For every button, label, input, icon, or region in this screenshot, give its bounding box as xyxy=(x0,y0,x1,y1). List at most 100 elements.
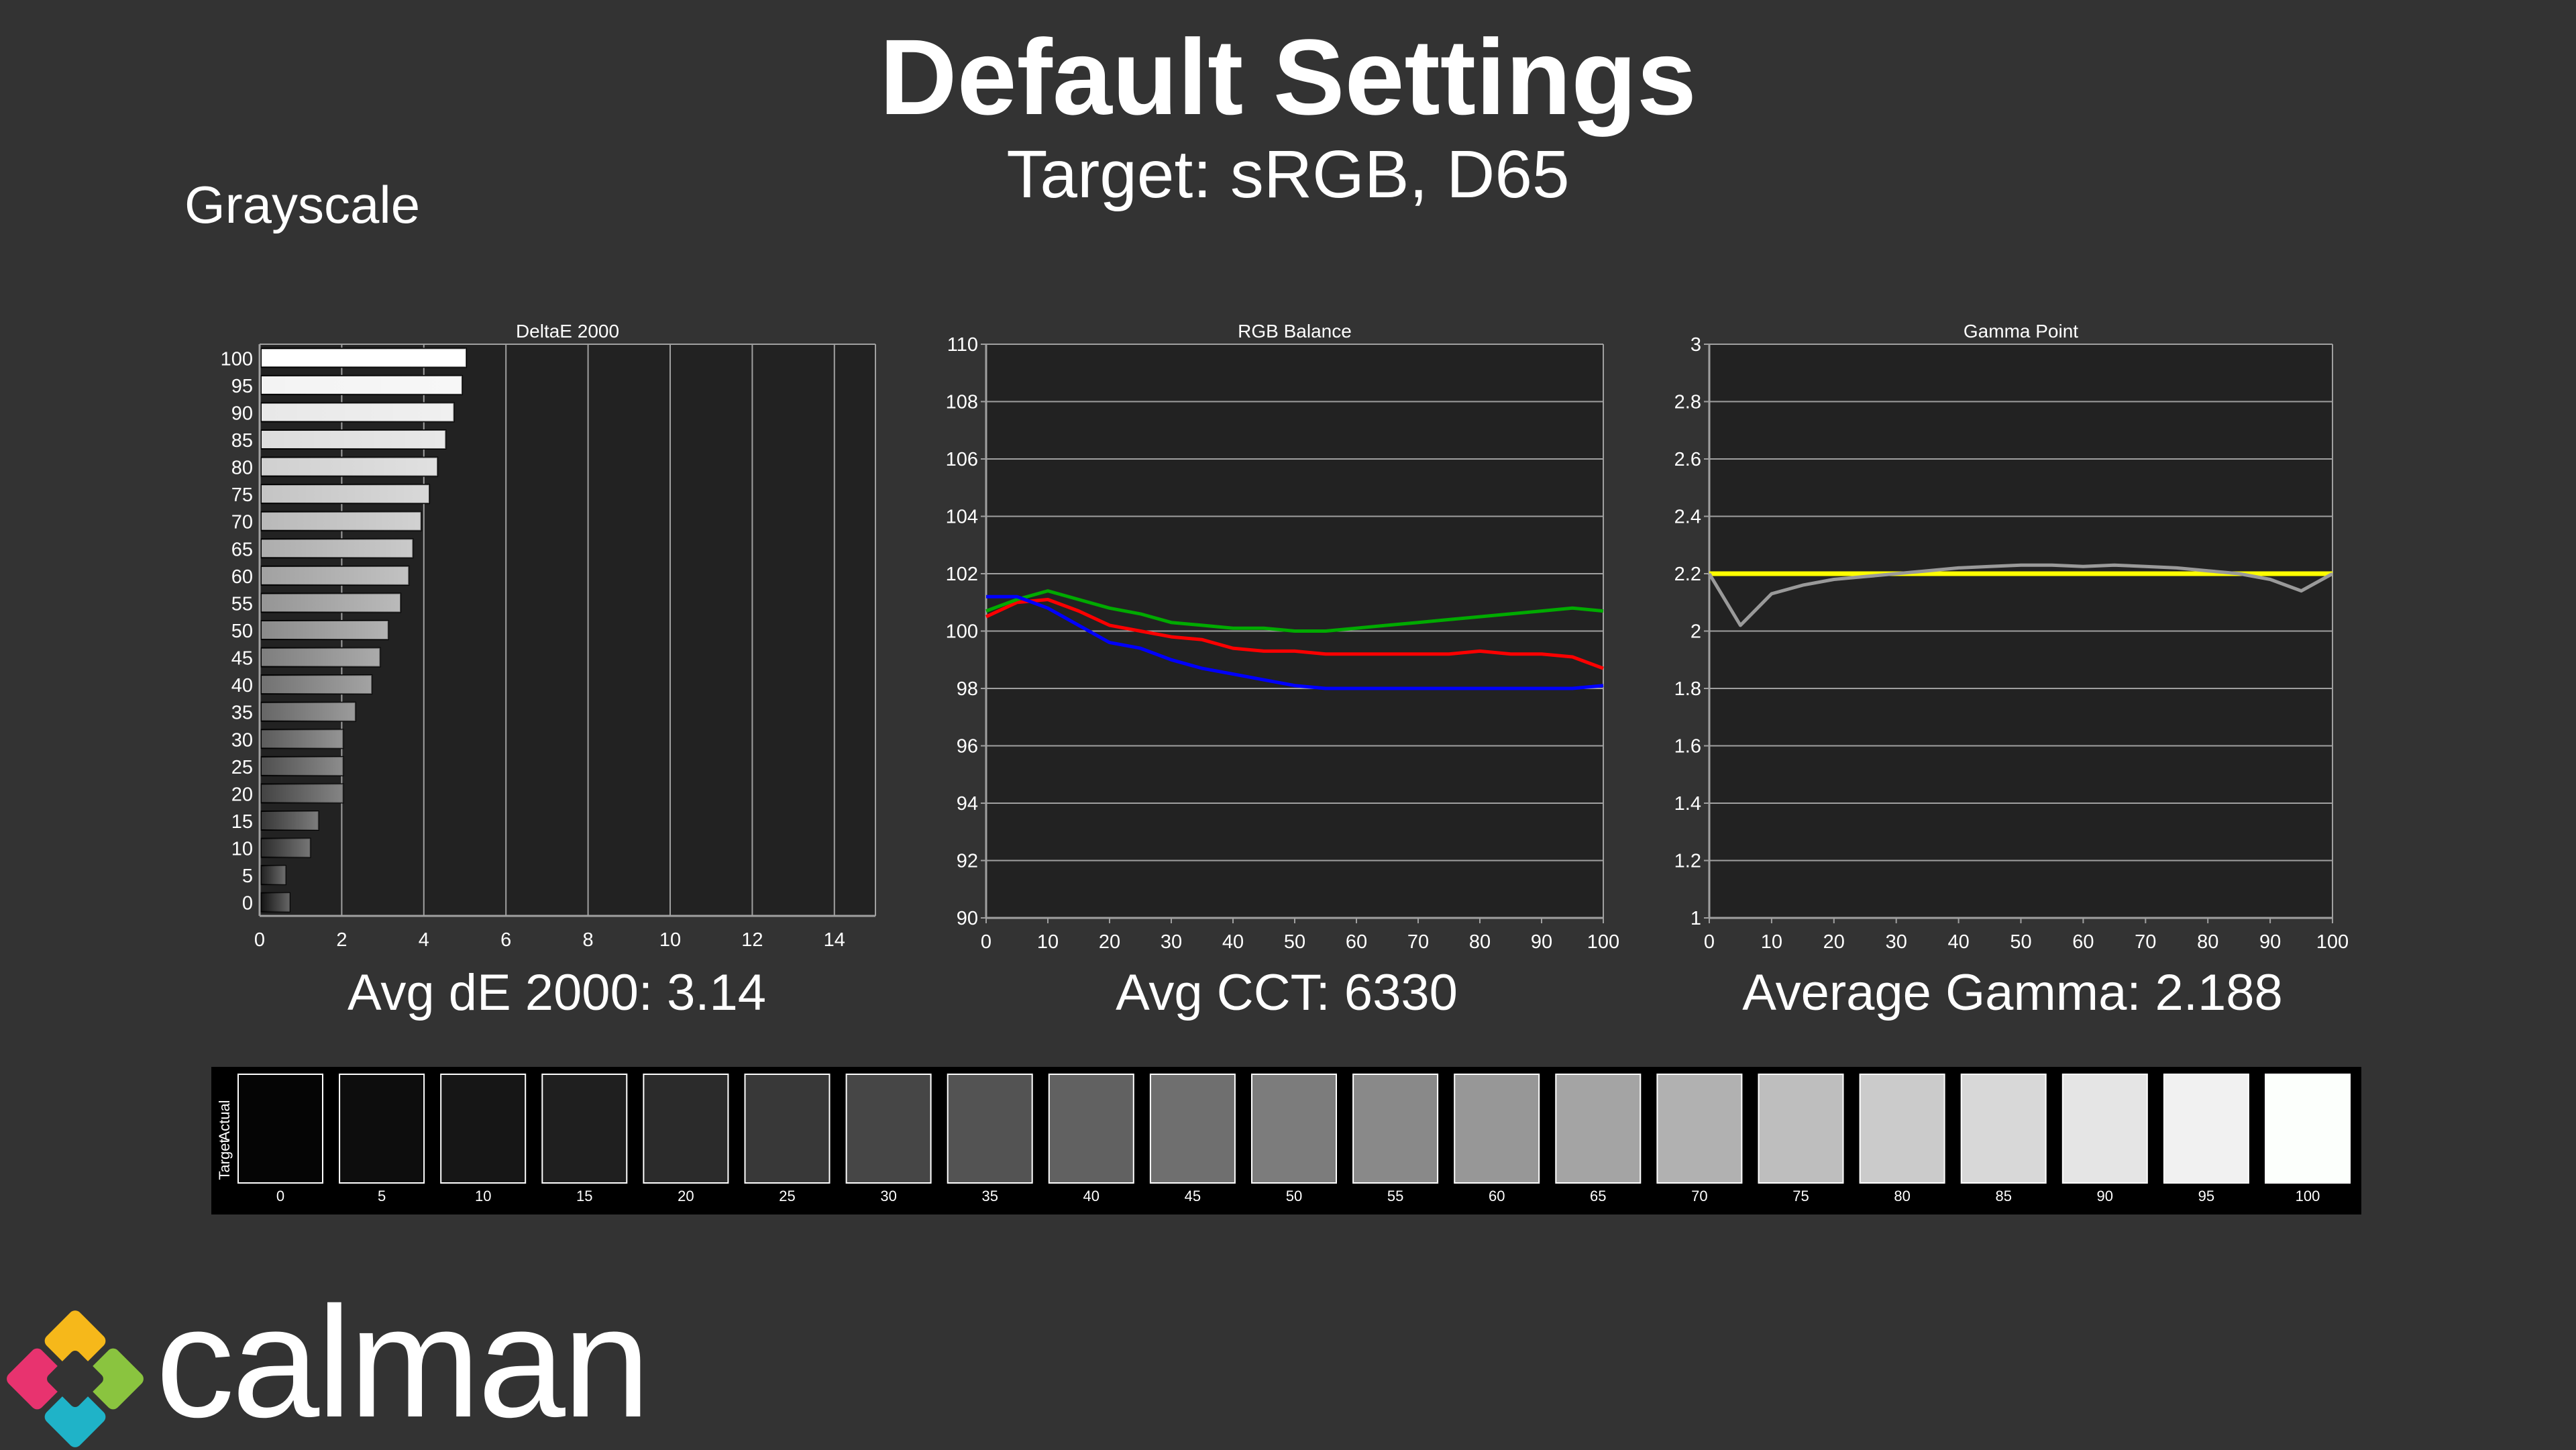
gamma-x-tick-label: 10 xyxy=(1761,931,1782,953)
deltae-bar-sheen xyxy=(261,892,290,912)
swatch-label: 10 xyxy=(475,1188,491,1204)
grayscale-swatch xyxy=(339,1074,425,1184)
deltae-bar-sheen xyxy=(261,648,380,667)
gamma-series-line xyxy=(1707,563,2334,627)
grayscale-swatch xyxy=(1454,1074,1540,1184)
deltae-bar-sheen xyxy=(261,457,438,476)
deltae-y-tick-label: 35 xyxy=(231,703,253,724)
deltae-y-tick-label: 5 xyxy=(242,866,253,887)
section-label: Grayscale xyxy=(184,175,421,234)
deltae-chart: DeltaE 2000 0 2 4 6 8 10 12 14 0 5 10 15 20 25 30 35 40 45… xyxy=(221,321,876,951)
page-title: Default Settings xyxy=(879,17,1697,137)
grayscale-swatch xyxy=(1960,1074,2047,1184)
grayscale-swatch xyxy=(541,1074,628,1184)
gamma-x-tick-label: 40 xyxy=(1947,931,1969,953)
swatch-target-label: Target xyxy=(216,1139,233,1180)
rgb-y-tick-label: 96 xyxy=(957,736,978,758)
gamma-chart-title: Gamma Point xyxy=(1964,321,2078,342)
grayscale-swatch xyxy=(237,1074,323,1184)
deltae-y-tick-label: 100 xyxy=(221,348,253,370)
grayscale-swatch xyxy=(2163,1074,2249,1184)
grayscale-swatch xyxy=(1656,1074,1743,1184)
deltae-y-tick-label: 50 xyxy=(231,621,253,642)
swatch-label: 40 xyxy=(1083,1188,1099,1204)
rgb-y-tick-label: 90 xyxy=(957,908,978,929)
gamma-y-tick-label: 1.2 xyxy=(1674,851,1701,872)
deltae-bar-sheen xyxy=(261,702,356,721)
deltae-y-tick-label: 0 xyxy=(242,893,253,915)
grayscale-swatch xyxy=(2265,1074,2351,1184)
grayscale-swatch xyxy=(1859,1074,1945,1184)
rgb-y-tick-label: 94 xyxy=(957,793,978,815)
gamma-x-tick-label: 80 xyxy=(2197,931,2218,953)
deltae-bar-sheen xyxy=(261,866,286,885)
rgb-y-tick-label: 102 xyxy=(946,564,978,585)
deltae-bar-sheen xyxy=(261,403,454,422)
rgb-y-tick-label: 108 xyxy=(946,392,978,413)
swatch-label: 55 xyxy=(1387,1188,1403,1204)
deltae-chart-title: DeltaE 2000 xyxy=(516,321,619,342)
grayscale-swatch xyxy=(440,1074,527,1184)
deltae-y-tick-label: 90 xyxy=(231,403,253,424)
deltae-y-tick-label: 85 xyxy=(231,430,253,452)
deltae-x-tick-label: 10 xyxy=(659,929,681,951)
rgb-x-tick-label: 60 xyxy=(1346,931,1367,953)
swatch-label: 50 xyxy=(1286,1188,1302,1204)
gamma-y-tick-label: 2 xyxy=(1690,621,1701,643)
swatch-label: 15 xyxy=(576,1188,592,1204)
rgb-x-tick-label: 50 xyxy=(1284,931,1305,953)
swatch-actual-label: Actual xyxy=(216,1100,233,1141)
deltae-y-tick-label: 60 xyxy=(231,566,253,588)
deltae-y-tick-label: 55 xyxy=(231,593,253,615)
deltae-bar-sheen xyxy=(261,729,343,749)
deltae-y-tick-label: 30 xyxy=(231,729,253,751)
swatch-label: 80 xyxy=(1894,1188,1910,1204)
swatch-label: 25 xyxy=(779,1188,795,1204)
rgb-balance-chart: RGB Balance 90 92 94 96 98 100 102 104 106 108 110 0… xyxy=(946,321,1620,953)
grayscale-swatch xyxy=(1758,1074,1844,1184)
deltae-y-tick-label: 15 xyxy=(231,811,253,833)
grayscale-swatch-strip: Actual Target 0 5 10 15 20 25 30 35 40 45 50 55 60 65… xyxy=(211,1067,2361,1214)
rgb-y-tick-label: 110 xyxy=(947,334,978,356)
deltae-x-tick-label: 6 xyxy=(500,929,511,951)
deltae-bar-sheen xyxy=(261,430,446,449)
logo-tile-green xyxy=(83,1348,144,1410)
gamma-y-tick-label: 1 xyxy=(1690,908,1701,929)
grayscale-swatch xyxy=(1048,1074,1134,1184)
gamma-x-tick-label: 90 xyxy=(2259,931,2281,953)
deltae-y-tick-label: 95 xyxy=(231,376,253,397)
rgb-chart-title: RGB Balance xyxy=(1238,321,1352,342)
deltae-bar-sheen xyxy=(261,811,319,830)
grayscale-swatch xyxy=(1555,1074,1642,1184)
grayscale-swatch xyxy=(845,1074,932,1184)
deltae-x-tick-label: 0 xyxy=(254,929,265,951)
deltae-y-tick-label: 80 xyxy=(231,458,253,479)
page-subtitle: Target: sRGB, D65 xyxy=(1006,137,1570,212)
gamma-y-tick-label: 2.6 xyxy=(1674,449,1701,470)
rgb-x-tick-label: 0 xyxy=(981,931,991,953)
swatch-label: 5 xyxy=(378,1188,386,1204)
swatch-label: 20 xyxy=(678,1188,694,1204)
deltae-bar-sheen xyxy=(261,484,429,504)
gamma-x-tick-label: 60 xyxy=(2072,931,2094,953)
deltae-y-tick-label: 40 xyxy=(231,675,253,696)
deltae-bar-sheen xyxy=(261,375,462,395)
deltae-bar-sheen xyxy=(261,539,413,558)
deltae-bar-sheen xyxy=(261,675,372,694)
gamma-y-tick-label: 2.8 xyxy=(1674,392,1701,413)
deltae-bar-sheen xyxy=(261,566,409,585)
logo-tile-yellow xyxy=(44,1310,106,1371)
rgb-x-tick-label: 100 xyxy=(1587,931,1619,953)
gamma-y-tick-label: 2.2 xyxy=(1674,564,1701,585)
swatch-label: 45 xyxy=(1185,1188,1201,1204)
rgb-series-line xyxy=(986,594,1604,690)
deltae-x-tick-label: 4 xyxy=(419,929,429,951)
rgb-y-tick-label: 100 xyxy=(946,621,978,643)
deltae-y-tick-label: 20 xyxy=(231,784,253,805)
avg-cct-summary: Avg CCT: 6330 xyxy=(1116,964,1458,1021)
deltae-y-tick-label: 25 xyxy=(231,757,253,778)
avg-deltae-summary: Avg dE 2000: 3.14 xyxy=(347,964,766,1021)
calman-logo xyxy=(7,1310,144,1447)
grayscale-swatch xyxy=(1149,1074,1236,1184)
